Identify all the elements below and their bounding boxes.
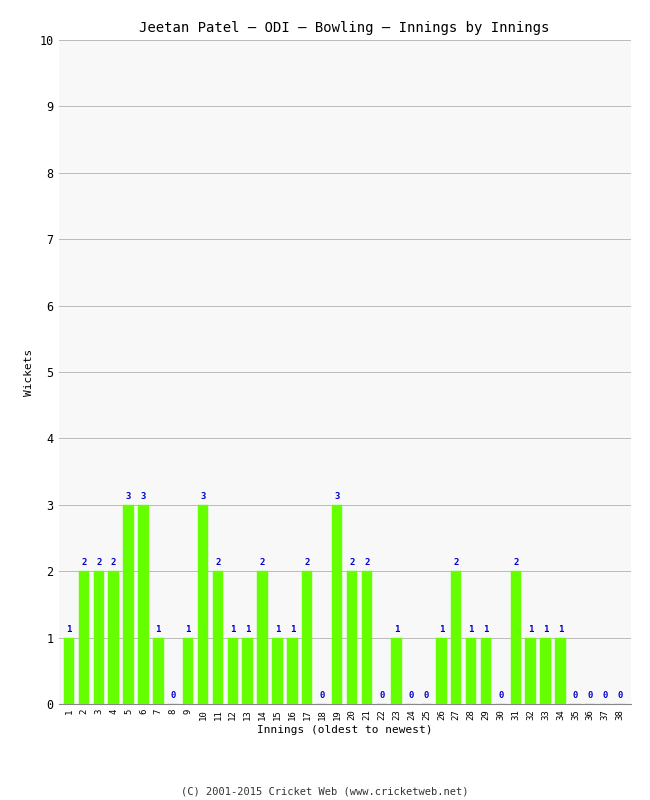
- Text: 1: 1: [230, 625, 235, 634]
- Text: 2: 2: [364, 558, 370, 567]
- Bar: [124, 505, 134, 704]
- Text: 0: 0: [498, 691, 504, 700]
- Text: 3: 3: [126, 492, 131, 501]
- Text: 1: 1: [245, 625, 250, 634]
- Text: 2: 2: [81, 558, 86, 567]
- Text: 2: 2: [215, 558, 220, 567]
- Bar: [79, 571, 89, 704]
- Bar: [361, 571, 372, 704]
- Text: 0: 0: [588, 691, 593, 700]
- Bar: [525, 638, 536, 704]
- Text: 0: 0: [170, 691, 176, 700]
- Bar: [227, 638, 238, 704]
- Bar: [198, 505, 208, 704]
- Bar: [64, 638, 74, 704]
- Bar: [183, 638, 193, 704]
- Bar: [287, 638, 298, 704]
- Text: (C) 2001-2015 Cricket Web (www.cricketweb.net): (C) 2001-2015 Cricket Web (www.cricketwe…: [181, 786, 469, 796]
- Title: Jeetan Patel – ODI – Bowling – Innings by Innings: Jeetan Patel – ODI – Bowling – Innings b…: [139, 21, 550, 34]
- Text: 1: 1: [394, 625, 399, 634]
- Bar: [94, 571, 104, 704]
- Bar: [511, 571, 521, 704]
- Bar: [436, 638, 447, 704]
- Text: 1: 1: [290, 625, 295, 634]
- Text: 1: 1: [155, 625, 161, 634]
- Bar: [391, 638, 402, 704]
- Bar: [257, 571, 268, 704]
- Text: 0: 0: [618, 691, 623, 700]
- Y-axis label: Wickets: Wickets: [24, 348, 34, 396]
- Text: 0: 0: [409, 691, 414, 700]
- Text: 2: 2: [96, 558, 101, 567]
- Text: 2: 2: [349, 558, 355, 567]
- Text: 0: 0: [379, 691, 384, 700]
- Text: 0: 0: [603, 691, 608, 700]
- Text: 1: 1: [558, 625, 563, 634]
- Bar: [451, 571, 462, 704]
- Bar: [481, 638, 491, 704]
- X-axis label: Innings (oldest to newest): Innings (oldest to newest): [257, 725, 432, 735]
- Bar: [555, 638, 566, 704]
- Text: 0: 0: [573, 691, 578, 700]
- Text: 1: 1: [275, 625, 280, 634]
- Bar: [346, 571, 357, 704]
- Text: 0: 0: [424, 691, 429, 700]
- Bar: [272, 638, 283, 704]
- Text: 1: 1: [543, 625, 549, 634]
- Bar: [213, 571, 223, 704]
- Bar: [109, 571, 119, 704]
- Bar: [138, 505, 149, 704]
- Bar: [332, 505, 343, 704]
- Bar: [153, 638, 164, 704]
- Text: 3: 3: [200, 492, 205, 501]
- Text: 2: 2: [260, 558, 265, 567]
- Text: 1: 1: [185, 625, 191, 634]
- Text: 3: 3: [334, 492, 340, 501]
- Text: 2: 2: [305, 558, 310, 567]
- Bar: [302, 571, 313, 704]
- Text: 1: 1: [528, 625, 534, 634]
- Text: 2: 2: [111, 558, 116, 567]
- Text: 2: 2: [454, 558, 459, 567]
- Bar: [242, 638, 253, 704]
- Text: 1: 1: [66, 625, 72, 634]
- Text: 2: 2: [513, 558, 519, 567]
- Text: 1: 1: [439, 625, 444, 634]
- Bar: [466, 638, 476, 704]
- Text: 3: 3: [140, 492, 146, 501]
- Text: 0: 0: [319, 691, 325, 700]
- Text: 1: 1: [469, 625, 474, 634]
- Bar: [540, 638, 551, 704]
- Text: 1: 1: [484, 625, 489, 634]
